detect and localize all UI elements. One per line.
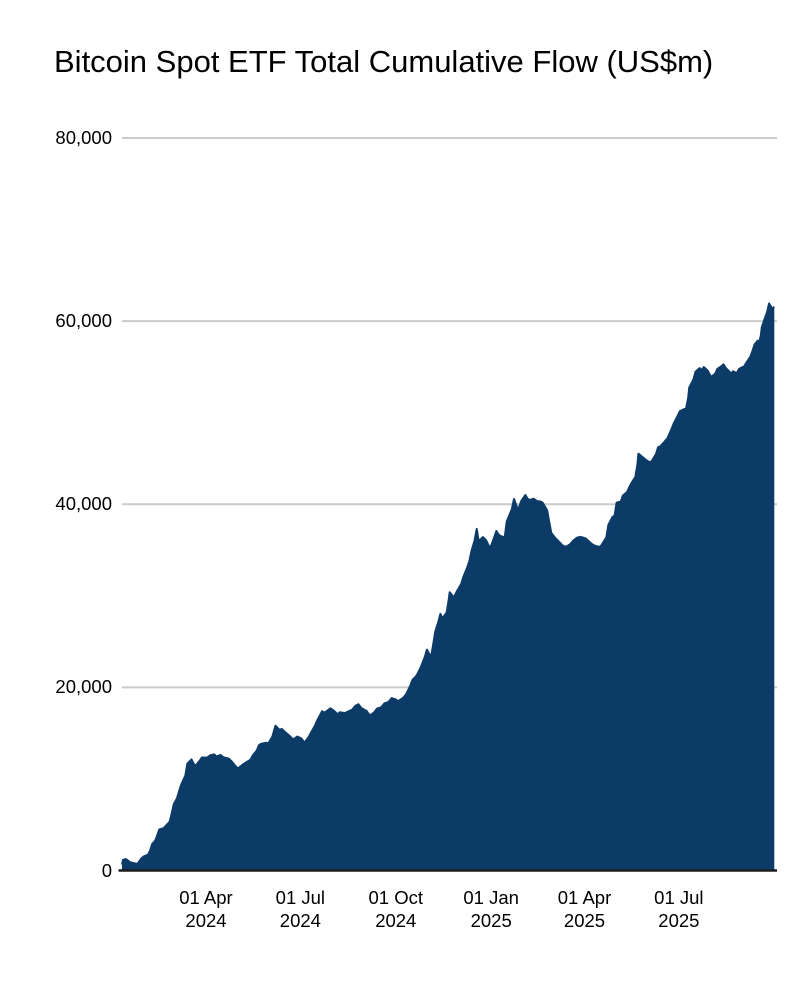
y-tick-label-60000: 60,000 [55,310,112,332]
x-tick-label-jan-2025: 01 Jan 2025 [431,886,551,932]
x-tick-line1: 01 Apr [179,887,233,908]
x-tick-line2: 2024 [185,910,227,931]
chart-title: Bitcoin Spot ETF Total Cumulative Flow (… [54,44,714,79]
x-tick-label-jul-2024: 01 Jul 2024 [240,886,360,932]
area-series-fill [122,303,775,871]
y-tick-label-80000: 80,000 [55,127,112,148]
x-tick-label-apr-2025: 01 Apr 2025 [525,886,645,932]
x-tick-line1: 01 Jan [463,887,519,908]
x-tick-line2: 2024 [279,910,321,931]
x-tick-label-apr-2024: 01 Apr 2024 [146,886,266,932]
x-tick-line1: 01 Apr [557,887,612,908]
x-tick-line1: 01 Jul [275,887,326,908]
x-tick-label-jul-2025: 01 Jul 2025 [619,886,739,932]
x-tick-line2: 2025 [563,910,606,931]
x-tick-line1: 01 Jul [654,887,704,908]
y-tick-label-20000: 20,000 [55,676,112,698]
y-tick-label-0: 0 [101,859,112,881]
x-tick-line2: 2024 [375,910,417,931]
x-tick-label-oct-2024: 01 Oct 2024 [336,886,456,932]
area-series-edge [121,302,775,865]
x-tick-line2: 2025 [658,910,700,931]
x-tick-line1: 01 Oct [368,887,424,908]
x-tick-line2: 2025 [470,910,512,931]
y-tick-label-40000: 40,000 [55,493,112,515]
